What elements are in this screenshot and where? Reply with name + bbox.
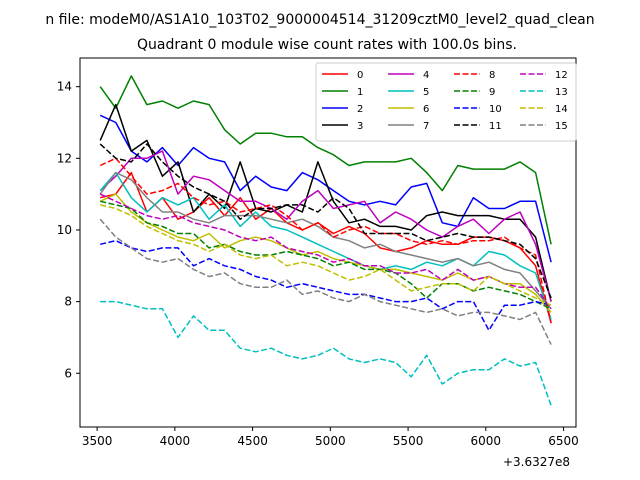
series-line-4: [99, 150, 552, 302]
series-line-11: [99, 143, 552, 299]
x-axis: 3500 4000 4500 5000 5500 6000 6500: [82, 427, 579, 448]
x-tick-label: 6500: [548, 434, 579, 448]
legend-box: [315, 62, 577, 142]
y-tick-label: 14: [57, 80, 72, 94]
series-line-9: [100, 200, 552, 310]
series-line-1: [99, 75, 552, 245]
series-lines: [99, 75, 552, 406]
legend-label-11: 11: [489, 121, 502, 132]
series-line-8: [99, 157, 552, 324]
chart-title: Quadrant 0 module wise count rates with …: [137, 37, 517, 53]
y-tick-label: 12: [57, 151, 72, 165]
series-line-14: [100, 204, 552, 306]
legend-label-3: 3: [357, 121, 363, 132]
legend-label-14: 14: [555, 104, 568, 115]
y-tick-label: 10: [57, 223, 72, 237]
legend-label-5: 5: [423, 87, 429, 98]
series-line-13: [100, 300, 552, 406]
series-line-6: [99, 193, 552, 313]
legend-label-15: 15: [555, 121, 568, 132]
series-line-2: [99, 114, 552, 263]
series-line-7: [99, 171, 552, 310]
x-tick-label: 4500: [237, 434, 268, 448]
legend-label-6: 6: [423, 104, 429, 115]
legend-label-10: 10: [489, 104, 502, 115]
legend-label-1: 1: [357, 87, 363, 98]
legend-label-8: 8: [489, 70, 495, 81]
x-tick-label: 6000: [471, 434, 502, 448]
y-axis: 6 8 10 12 14: [57, 80, 80, 380]
legend-label-13: 13: [555, 87, 568, 98]
y-tick-label: 8: [64, 295, 72, 309]
legend-label-4: 4: [423, 70, 429, 81]
chart-suptitle: n file: modeM0/AS1A10_103T02_9000004514_…: [45, 12, 594, 28]
series-line-12: [99, 193, 552, 310]
x-tick-label: 4000: [160, 434, 191, 448]
series-line-10: [100, 239, 552, 332]
legend-label-2: 2: [357, 104, 363, 115]
y-tick-label: 6: [64, 366, 72, 380]
x-tick-label: 3500: [82, 434, 113, 448]
x-tick-label: 5500: [393, 434, 424, 448]
series-line-5: [99, 171, 552, 320]
legend-label-0: 0: [357, 70, 363, 81]
legend-label-9: 9: [489, 87, 495, 98]
axes-frame: [79, 57, 577, 428]
x-tick-label: 5000: [315, 434, 346, 448]
legend-label-7: 7: [423, 121, 429, 132]
series-line-15: [99, 218, 552, 345]
x-axis-offset-label: +3.6327e8: [503, 455, 570, 469]
series-line-3: [99, 103, 552, 302]
legend-label-12: 12: [555, 70, 568, 81]
